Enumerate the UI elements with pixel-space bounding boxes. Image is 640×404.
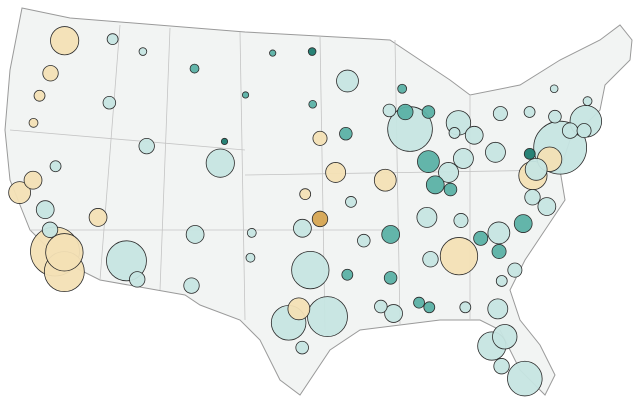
bubble xyxy=(49,160,62,173)
bubble xyxy=(448,127,461,139)
bubble xyxy=(129,271,146,288)
bubble xyxy=(241,91,250,99)
bubble xyxy=(523,147,536,160)
bubble xyxy=(23,170,43,190)
bubble xyxy=(35,200,55,219)
bubbles xyxy=(8,26,603,397)
bubble xyxy=(325,162,347,183)
bubble xyxy=(425,175,445,195)
bubble xyxy=(312,130,328,146)
bubble xyxy=(341,268,354,281)
bubble xyxy=(485,141,506,163)
bubble xyxy=(382,103,397,118)
bubble xyxy=(102,95,117,110)
bubble xyxy=(106,33,119,46)
bubble xyxy=(487,221,511,245)
bubble xyxy=(492,106,508,122)
bubble xyxy=(524,189,541,206)
bubble xyxy=(459,301,472,314)
bubble xyxy=(453,213,469,228)
bubble xyxy=(576,123,592,139)
bubble xyxy=(438,162,459,183)
bubble xyxy=(287,297,311,321)
bubble xyxy=(220,137,229,146)
bubble xyxy=(45,233,84,272)
bubble xyxy=(397,83,408,94)
bubble xyxy=(513,214,533,233)
bubble xyxy=(295,340,309,355)
bubble xyxy=(423,301,436,314)
bubble xyxy=(41,221,59,238)
bubble xyxy=(185,225,205,244)
bubble xyxy=(439,237,479,276)
bubble xyxy=(422,251,439,268)
bubble xyxy=(417,150,440,173)
bubble xyxy=(374,299,388,314)
bubble xyxy=(345,196,357,208)
bubble xyxy=(548,109,562,124)
bubble xyxy=(413,296,425,309)
bubble xyxy=(246,228,257,238)
bubble xyxy=(269,49,277,57)
bubble xyxy=(452,148,474,169)
bubble xyxy=(245,252,256,263)
bubble xyxy=(384,304,403,323)
bubble xyxy=(373,168,397,192)
bubble xyxy=(561,122,579,139)
bubble xyxy=(106,240,147,282)
bubble xyxy=(33,89,46,102)
bubble xyxy=(443,182,458,197)
bubble xyxy=(492,324,518,350)
bubble xyxy=(336,69,359,93)
bubble xyxy=(549,84,559,94)
bubble xyxy=(381,225,401,244)
bubble xyxy=(183,277,200,294)
us-outline xyxy=(4,7,633,396)
bubble xyxy=(8,181,31,204)
bubble xyxy=(524,157,548,181)
bubble xyxy=(138,47,148,56)
bubble xyxy=(493,358,510,375)
bubble xyxy=(205,148,235,178)
bubble xyxy=(189,63,200,74)
bubble xyxy=(582,96,593,107)
bubble xyxy=(487,298,509,320)
bubble xyxy=(299,188,312,201)
bubble xyxy=(507,262,523,278)
bubble xyxy=(311,210,329,228)
bubble xyxy=(308,99,317,109)
bubble xyxy=(339,126,353,141)
bubble xyxy=(357,233,371,248)
bubble xyxy=(537,197,557,216)
bubble xyxy=(473,230,489,246)
bubble xyxy=(383,271,398,285)
bubble xyxy=(507,360,543,397)
bubble xyxy=(307,47,317,56)
bubble xyxy=(28,117,39,128)
bubble xyxy=(523,106,536,118)
bubble xyxy=(397,103,414,121)
bubble xyxy=(50,26,80,56)
bubble xyxy=(42,65,59,82)
bubble xyxy=(307,296,348,338)
bubble xyxy=(491,244,507,259)
bubble xyxy=(293,218,312,238)
bubble xyxy=(421,105,436,119)
bubble xyxy=(88,208,108,227)
bubble xyxy=(464,125,484,145)
bubble xyxy=(495,275,508,287)
bubble xyxy=(291,250,330,290)
bubble xyxy=(138,137,155,155)
bubble xyxy=(416,206,438,228)
